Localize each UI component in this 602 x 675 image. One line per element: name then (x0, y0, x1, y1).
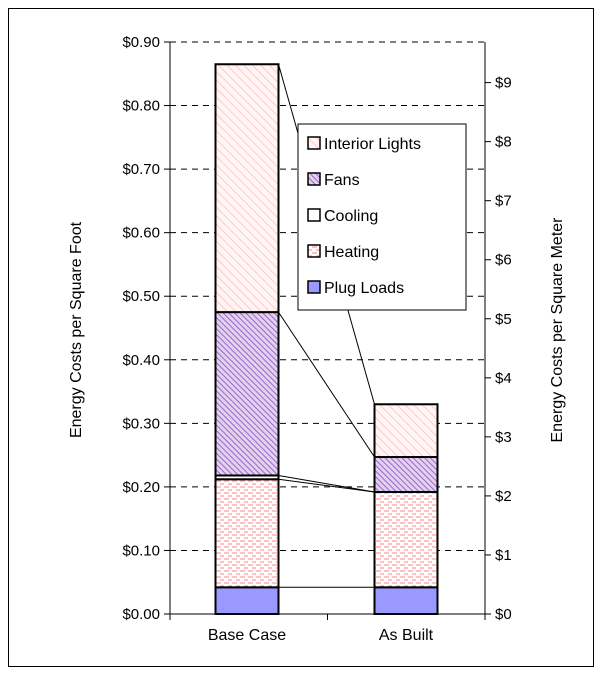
y2-tick-label: $2 (495, 488, 512, 505)
y-tick-label: $0.80 (122, 98, 160, 115)
y-tick-label: $0.90 (122, 34, 160, 51)
chart-frame (8, 8, 594, 667)
legend-label: Interior Lights (324, 136, 421, 153)
legend-swatch (307, 280, 321, 294)
y2-tick-label: $4 (495, 370, 512, 387)
bar-segment (373, 586, 439, 615)
y-tick-label: $0.50 (122, 288, 160, 305)
legend-label: Fans (324, 172, 360, 189)
y-tick-label: $0.70 (122, 161, 160, 178)
bar-segment (214, 586, 280, 615)
bar-segment (373, 403, 439, 459)
y2-tick-label: $9 (495, 75, 512, 92)
legend-swatch (307, 244, 321, 258)
y-tick-label: $0.10 (122, 542, 160, 559)
x-tick-label: Base Case (208, 627, 286, 644)
y-axis-label: Energy Costs per Square Foot (68, 221, 85, 438)
y-tick-label: $0.60 (122, 225, 160, 242)
x-tick-label: As Built (379, 627, 434, 644)
y2-tick-label: $1 (495, 547, 512, 564)
series-line (278, 311, 375, 458)
legend-swatch (307, 172, 321, 186)
y-tick-label: $0.20 (122, 479, 160, 496)
bar-segment (214, 311, 280, 477)
y2-axis-label: Energy Costs per Square Meter (549, 217, 566, 443)
y2-tick-label: $7 (495, 193, 512, 210)
bar-segment (214, 478, 280, 589)
bar-segment (214, 63, 280, 314)
y-tick-label: $0.00 (122, 606, 160, 623)
y2-tick-label: $8 (495, 134, 512, 151)
y2-tick-label: $5 (495, 311, 512, 328)
series-line (278, 474, 375, 493)
series-line (278, 478, 375, 493)
legend-swatch (307, 208, 321, 222)
bars (214, 63, 439, 615)
y2-tick-label: $3 (495, 429, 512, 446)
y2-tick-label: $0 (495, 606, 512, 623)
y-tick-label: $0.40 (122, 352, 160, 369)
bar-segment (373, 490, 439, 589)
legend-label: Heating (324, 244, 379, 261)
bar-segment (373, 456, 439, 493)
legend-label: Plug Loads (324, 280, 404, 297)
legend-label: Cooling (324, 208, 378, 225)
legend: Interior Lights Fans Cooling Heating Plug Lo… (297, 123, 467, 311)
legend-box (297, 123, 467, 311)
legend-swatch (307, 136, 321, 150)
y-tick-label: $0.30 (122, 415, 160, 432)
axes: $0.00 $0.10 $0.20 $0.30 $0.40 $0.50 $0.60 $0.70… (122, 34, 511, 644)
y2-tick-label: $6 (495, 252, 512, 269)
